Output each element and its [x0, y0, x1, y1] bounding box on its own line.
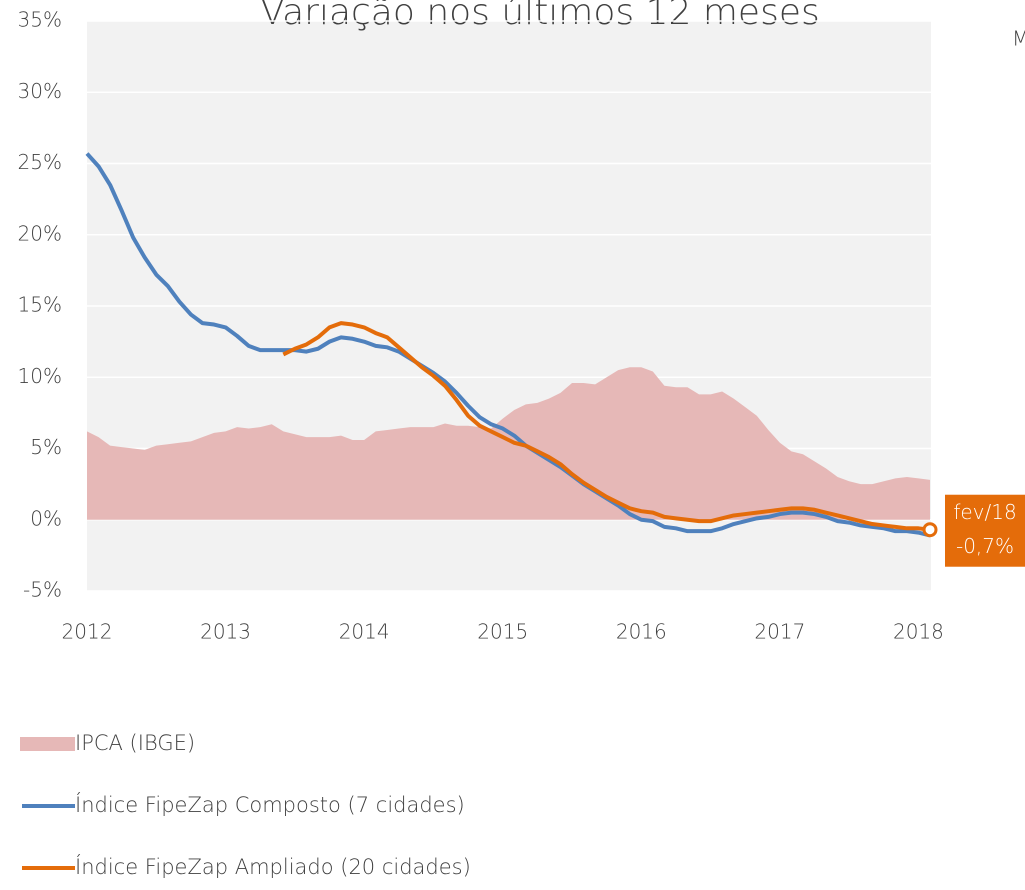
y-tick-label: 10% — [18, 364, 62, 388]
y-tick-label: 20% — [18, 221, 62, 245]
x-tick-label: 2014 — [339, 620, 390, 644]
line — [85, 152, 931, 538]
y-tick-label: 15% — [18, 293, 62, 317]
legend-label: Índice FipeZap Composto (7 cidades) — [75, 792, 465, 817]
y-tick-label: 35% — [18, 8, 62, 32]
x-tick-label: 2013 — [200, 620, 251, 644]
end-marker — [922, 522, 938, 538]
x-tick-label: 2012 — [62, 620, 113, 644]
corner-text: M — [1012, 27, 1025, 51]
legend-swatch — [20, 737, 75, 751]
x-tick-label: 2016 — [616, 620, 667, 644]
y-tick-label: -5% — [23, 578, 62, 602]
value-label: -0,7% — [956, 534, 1014, 558]
x-tick-label: 2017 — [754, 620, 805, 644]
x-tick-label: 2018 — [893, 620, 944, 644]
annotation-box — [945, 494, 1025, 567]
y-tick-label: 25% — [18, 150, 62, 174]
y-tick-label: 5% — [30, 435, 62, 459]
legend-label: Índice FipeZap Ampliado (20 cidades) — [75, 854, 471, 879]
y-tick-label: 30% — [18, 79, 62, 103]
area — [87, 367, 930, 520]
x-tick-label: 2015 — [477, 620, 528, 644]
chart-title: Variação nos últimos 12 meses — [260, 0, 819, 33]
legend-label: IPCA (IBGE) — [75, 731, 195, 755]
y-tick-label: 0% — [30, 506, 62, 530]
annotation-text: fev/18 — [953, 500, 1016, 524]
line — [282, 321, 931, 532]
